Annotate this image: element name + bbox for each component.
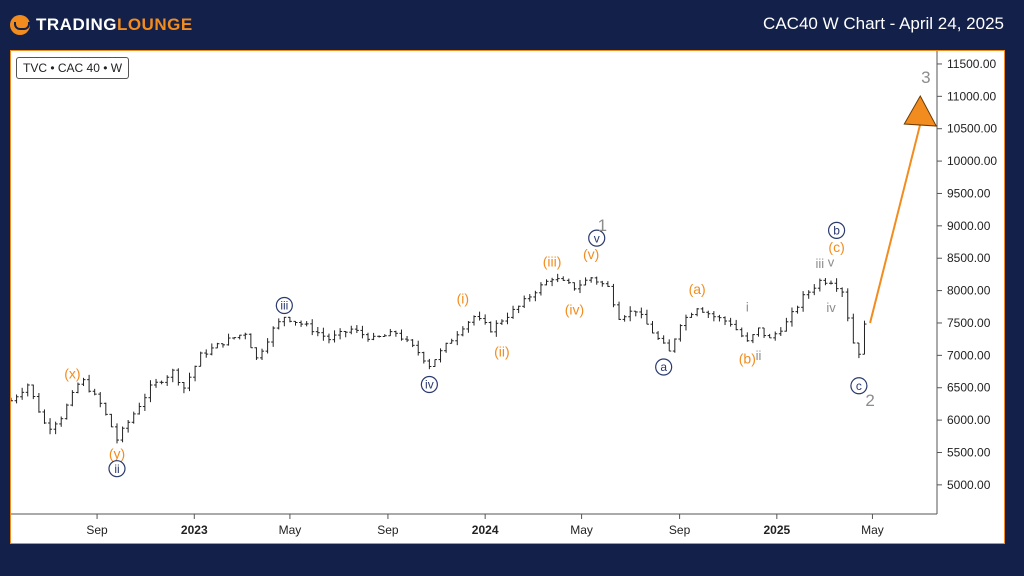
x-tick-label: May bbox=[570, 523, 593, 537]
wave-label: (y) bbox=[109, 446, 125, 462]
wave-label-circle bbox=[850, 377, 868, 395]
logo-prefix: TRADING bbox=[36, 15, 117, 34]
wave-label: (b) bbox=[739, 350, 756, 366]
x-tick-label: 2023 bbox=[181, 523, 208, 537]
chart-title: CAC40 W Chart - April 24, 2025 bbox=[763, 14, 1004, 33]
x-tick-label: 2024 bbox=[472, 523, 499, 537]
chart-panel: 5000.00 5500.00 6000.00 6500.00 7000.00 7500.… bbox=[10, 50, 1005, 544]
wave-label-circle bbox=[275, 296, 293, 315]
y-tick-label: 11500.00 bbox=[947, 57, 996, 71]
wave-label: ii bbox=[114, 462, 119, 476]
wave-label: (a) bbox=[689, 281, 706, 297]
projection-arrow-head bbox=[903, 95, 938, 127]
y-tick-label: 10000.00 bbox=[947, 154, 997, 168]
y-tick-label: 6500.00 bbox=[947, 381, 991, 395]
wave-label: (i) bbox=[457, 290, 469, 306]
wave-label: v bbox=[594, 231, 600, 245]
wave-label: 2 bbox=[865, 391, 874, 410]
y-tick-label: 5000.00 bbox=[947, 478, 991, 492]
wave-label: (c) bbox=[828, 239, 844, 255]
wave-label: c bbox=[856, 379, 862, 393]
x-tick-label: May bbox=[861, 523, 884, 537]
wave-label: (ii) bbox=[494, 343, 510, 359]
x-tick-label: Sep bbox=[377, 523, 399, 537]
wave-label: 3 bbox=[921, 68, 930, 87]
y-tick-label: 7500.00 bbox=[947, 316, 991, 330]
y-tick-label: 11000.00 bbox=[947, 89, 996, 103]
y-tick-label: 9000.00 bbox=[947, 219, 991, 233]
logo-text: TRADINGLOUNGE bbox=[36, 15, 193, 35]
x-tick-label: Sep bbox=[86, 523, 108, 537]
projection-arrow-line bbox=[869, 123, 922, 324]
wave-label: v bbox=[828, 255, 835, 270]
y-tick-label: 8500.00 bbox=[947, 251, 991, 265]
wave-label: iii bbox=[816, 256, 825, 271]
wave-label-circle bbox=[588, 229, 606, 247]
wave-label: (v) bbox=[583, 246, 599, 262]
y-tick-label: 6000.00 bbox=[947, 413, 991, 427]
trading-lounge-logo-icon bbox=[10, 15, 30, 35]
wave-label: b bbox=[833, 224, 840, 238]
y-tick-label: 10500.00 bbox=[947, 122, 997, 136]
x-tick-label: 2025 bbox=[763, 523, 790, 537]
y-tick-label: 9500.00 bbox=[947, 186, 991, 200]
wave-label: (iv) bbox=[565, 301, 584, 317]
wave-label-circle bbox=[827, 221, 846, 239]
wave-label: iv bbox=[425, 378, 434, 392]
wave-label-circle bbox=[655, 358, 673, 376]
wave-label-circle bbox=[108, 460, 126, 478]
header-bar: TRADINGLOUNGE CAC40 W Chart - April 24, … bbox=[0, 0, 1024, 48]
symbol-label: TVC • CAC 40 • W bbox=[16, 57, 130, 79]
x-tick-label: Sep bbox=[669, 523, 691, 537]
wave-label: 1 bbox=[598, 216, 607, 235]
wave-label: (x) bbox=[64, 365, 80, 381]
price-bars bbox=[11, 273, 867, 444]
wave-label: (iii) bbox=[543, 253, 562, 269]
y-tick-label: 5500.00 bbox=[947, 445, 991, 459]
chart-canvas: 5000.00 5500.00 6000.00 6500.00 7000.00 7500.… bbox=[11, 51, 997, 537]
x-tick-label: May bbox=[279, 523, 302, 537]
wave-label: a bbox=[660, 360, 667, 374]
y-tick-label: 7000.00 bbox=[947, 348, 991, 362]
trading-lounge-logo: TRADINGLOUNGE bbox=[10, 13, 193, 37]
wave-label: ii bbox=[756, 348, 762, 363]
wave-label: iii bbox=[280, 299, 288, 313]
wave-label: i bbox=[746, 299, 749, 314]
y-tick-label: 8000.00 bbox=[947, 284, 991, 298]
logo-suffix: LOUNGE bbox=[116, 15, 193, 34]
wave-label-circle bbox=[420, 375, 438, 394]
wave-label: iv bbox=[826, 300, 836, 315]
